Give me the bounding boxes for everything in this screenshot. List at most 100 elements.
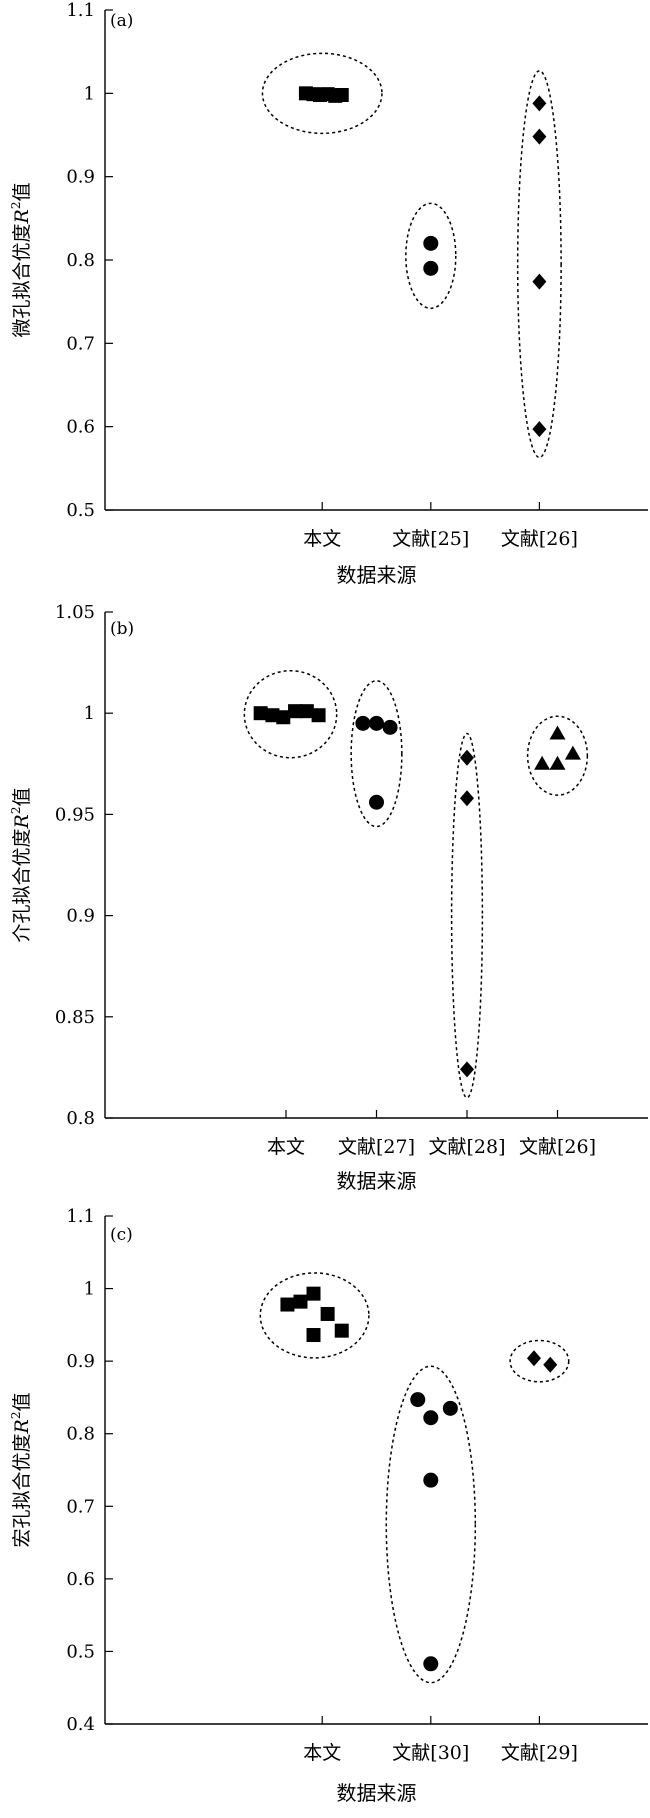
x-tick-label: 本文 (303, 1742, 341, 1764)
data-point-triangle (549, 725, 566, 740)
y-tick-label: 0.8 (66, 250, 95, 271)
data-point-circle (423, 1472, 439, 1488)
data-point-square (293, 1294, 308, 1309)
y-axis-title-tail: 值 (11, 1393, 33, 1412)
data-point-circle (382, 719, 398, 735)
y-axis-title-tail: 值 (11, 788, 33, 807)
data-point-square (334, 88, 349, 102)
data-point-diamond (532, 128, 547, 145)
y-tick-label: 0.95 (55, 804, 95, 825)
x-tick-label: 文献[30] (392, 1742, 469, 1764)
y-tick-label: 0.85 (55, 1007, 95, 1028)
panel-label: (c) (110, 1225, 133, 1245)
y-tick-label: 0.4 (66, 1714, 95, 1735)
data-point-square (334, 1323, 349, 1338)
x-tick-label: 本文 (303, 528, 341, 550)
data-point-square (265, 708, 280, 723)
y-tick-label: 1.05 (55, 602, 95, 623)
x-axis-title: 数据来源 (337, 563, 417, 587)
y-tick-label: 1 (84, 83, 95, 104)
data-point-square (276, 710, 291, 725)
x-tick-label: 文献[27] (338, 1136, 415, 1158)
panel-label: (b) (110, 619, 134, 639)
x-axis-title: 数据来源 (337, 1169, 417, 1193)
y-tick-label: 0.6 (66, 417, 95, 438)
data-point-circle (369, 794, 384, 810)
y-tick-label: 1.1 (66, 0, 95, 21)
svg-text:介孔拟合优度R2值: 介孔拟合优度R2值 (9, 788, 33, 943)
svg-text:宏孔拟合优度R2值: 宏孔拟合优度R2值 (9, 1393, 33, 1548)
y-tick-label: 0.9 (66, 167, 95, 188)
y-tick-label: 0.9 (66, 1351, 95, 1372)
data-point-diamond (532, 95, 547, 112)
data-point-diamond (460, 749, 474, 766)
data-point-square (253, 706, 268, 721)
chart-panel-c: 0.4 0.5 0.6 0.7 0.8 0.9 1 1.1 本文 文献[30] 文献[29] 数据来源… (9, 1206, 648, 1805)
y-tick-label: 0.9 (66, 906, 95, 927)
y-axis-title-r: R (11, 209, 33, 224)
data-point-circle (355, 715, 371, 731)
data-point-diamond (543, 1356, 558, 1373)
y-axis-title-r: R (11, 814, 33, 829)
group-ellipse (385, 1365, 477, 1684)
group-ellipse (350, 680, 403, 828)
y-axis-title-r: R (11, 1419, 33, 1434)
data-point-square (299, 704, 314, 719)
y-tick-label: 0.5 (66, 500, 95, 521)
x-tick-label: 文献[28] (428, 1136, 505, 1158)
data-point-diamond (460, 1061, 474, 1078)
data-point-square (311, 708, 326, 723)
y-axis-title-tail: 值 (11, 183, 33, 202)
group-ellipse (450, 732, 484, 1099)
data-point-circle (423, 1410, 439, 1426)
data-point-square (288, 704, 303, 719)
data-point-circle (369, 715, 384, 731)
x-tick-label: 文献[25] (392, 528, 469, 550)
data-point-square (280, 1297, 295, 1312)
y-tick-label: 1 (84, 1279, 95, 1300)
y-axis-title: 宏孔拟合优度R2值 (9, 1393, 33, 1548)
data-point-diamond (532, 421, 547, 438)
y-tick-label: 0.5 (66, 1641, 95, 1662)
y-axis-title-main: 微孔拟合优度 (11, 223, 33, 337)
y-axis-title: 介孔拟合优度R2值 (9, 788, 33, 943)
y-tick-label: 0.6 (66, 1569, 95, 1590)
x-tick-label: 本文 (267, 1136, 305, 1158)
y-tick-label: 1.1 (66, 1206, 95, 1227)
data-point-circle (423, 1656, 439, 1672)
y-tick-label: 1 (84, 703, 95, 724)
data-point-circle (410, 1392, 426, 1408)
y-tick-label: 0.8 (66, 1108, 95, 1129)
x-tick-label: 文献[29] (501, 1742, 578, 1764)
data-point-circle (442, 1400, 458, 1416)
group-ellipse (516, 70, 562, 459)
data-point-circle (423, 235, 439, 251)
x-tick-label: 文献[26] (519, 1136, 596, 1158)
y-axis-title-sup: 2 (9, 202, 23, 210)
group-ellipse (526, 715, 589, 796)
x-tick-label: 文献[26] (501, 528, 578, 550)
data-point-diamond (532, 273, 547, 290)
data-point-triangle (549, 755, 566, 770)
group-ellipse (509, 1339, 570, 1383)
group-ellipse (405, 202, 457, 310)
data-point-triangle (534, 755, 551, 770)
y-axis-title-main: 介孔拟合优度 (11, 828, 33, 942)
data-point-circle (423, 260, 439, 276)
group-ellipse (261, 52, 383, 135)
x-axis-title: 数据来源 (337, 1781, 417, 1805)
y-tick-label: 0.8 (66, 1424, 95, 1445)
data-point-diamond (526, 1350, 541, 1367)
y-axis-title-main: 宏孔拟合优度 (11, 1433, 33, 1547)
y-axis-title-sup: 2 (9, 1412, 23, 1420)
data-point-triangle (564, 745, 581, 760)
data-point-square (306, 1286, 321, 1301)
y-tick-label: 0.7 (66, 1496, 95, 1517)
data-point-square (306, 1328, 321, 1343)
y-axis-title-sup: 2 (9, 807, 23, 815)
chart-panel-b: 0.8 0.85 0.9 0.95 1 1.05 本文 文献[27] 文献[28] 文献[26] 数… (9, 602, 648, 1193)
data-point-diamond (460, 790, 474, 807)
group-ellipse (259, 1272, 370, 1359)
panel-label: (a) (110, 11, 133, 31)
